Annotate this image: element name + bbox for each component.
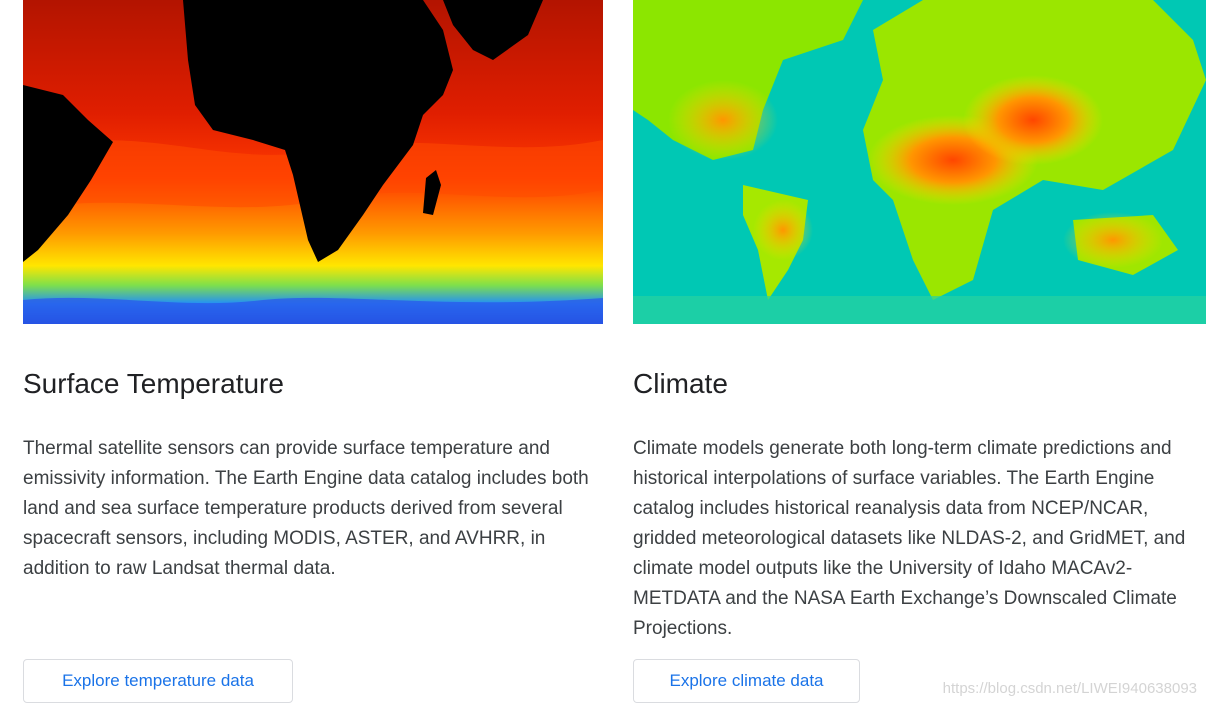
climate-card: Climate Climate models generate both lon… [633,0,1206,703]
explore-temperature-data-button[interactable]: Explore temperature data [23,659,293,703]
card-description: Thermal satellite sensors can provide su… [23,438,589,579]
global-climate-map [633,0,1206,324]
explore-climate-data-button[interactable]: Explore climate data [633,659,860,703]
surface-temperature-card: Surface Temperature Thermal satellite se… [23,0,603,703]
card-title: Surface Temperature [23,368,284,399]
sea-surface-temperature-map [23,0,603,324]
card-description: Climate models generate both long-term c… [633,438,1186,639]
card-title: Climate [633,368,728,399]
watermark: https://blog.csdn.net/LIWEI940638093 [942,680,1197,697]
